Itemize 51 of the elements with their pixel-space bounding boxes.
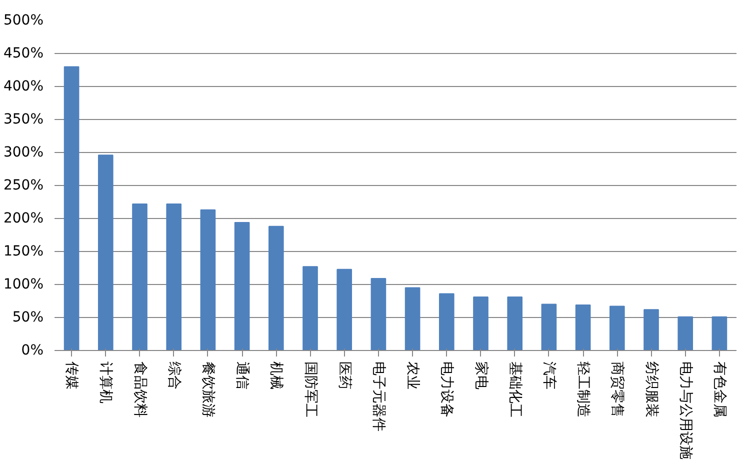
y-tick-label: 150% <box>3 244 44 260</box>
x-tick-label: 基础化工 <box>506 362 523 418</box>
bar <box>98 154 114 350</box>
x-tick-label: 食品饮料 <box>132 362 148 418</box>
bar <box>302 266 318 350</box>
x-tick-label: 传媒 <box>64 362 80 390</box>
y-tick-label: 400% <box>3 78 44 94</box>
bar <box>200 209 216 350</box>
bar <box>438 293 454 350</box>
x-tick-label: 国防军工 <box>302 362 318 418</box>
bar <box>132 203 148 350</box>
x-tick-label: 餐饮旅游 <box>200 362 216 418</box>
x-tick-label: 机械 <box>268 362 284 390</box>
x-tick-label: 农业 <box>404 362 421 390</box>
x-tick-label: 电子元器件 <box>370 362 386 432</box>
x-tick-label: 家电 <box>472 362 489 390</box>
y-tick-label: 0% <box>21 342 44 358</box>
y-tick-label: 500% <box>3 12 44 28</box>
x-tick-label: 医药 <box>336 362 352 390</box>
bar <box>575 304 591 350</box>
x-tick-label: 纺织服装 <box>643 362 660 418</box>
y-tick-label: 50% <box>12 310 44 326</box>
x-tick-label: 轻工制造 <box>575 362 592 418</box>
bar <box>678 316 694 350</box>
bar <box>64 66 80 350</box>
bar <box>404 287 420 350</box>
y-tick-label: 250% <box>3 178 44 194</box>
x-tick-label: 电力设备 <box>438 362 455 418</box>
y-tick-label: 350% <box>3 112 44 128</box>
x-tick-label: 有色金属 <box>711 362 728 418</box>
bar <box>609 306 625 350</box>
bar <box>336 268 352 350</box>
bar <box>644 309 659 350</box>
bar <box>541 304 557 350</box>
bar <box>473 296 488 350</box>
x-tick-label: 汽车 <box>540 362 557 390</box>
x-tick-label: 计算机 <box>98 362 114 404</box>
bar <box>268 226 284 350</box>
bar <box>166 203 182 350</box>
y-tick-label: 300% <box>3 144 44 160</box>
y-tick-label: 100% <box>3 276 44 292</box>
bar <box>234 222 250 350</box>
x-tick-label: 商贸零售 <box>609 362 626 418</box>
y-tick-label: 200% <box>3 210 44 226</box>
x-tick-label: 电力与公用设施 <box>677 362 694 460</box>
y-tick-label: 450% <box>3 46 44 62</box>
bar <box>507 296 523 350</box>
x-tick-label: 综合 <box>166 362 182 390</box>
x-tick-label: 通信 <box>234 362 250 390</box>
bar <box>370 278 386 350</box>
bar <box>712 316 728 350</box>
